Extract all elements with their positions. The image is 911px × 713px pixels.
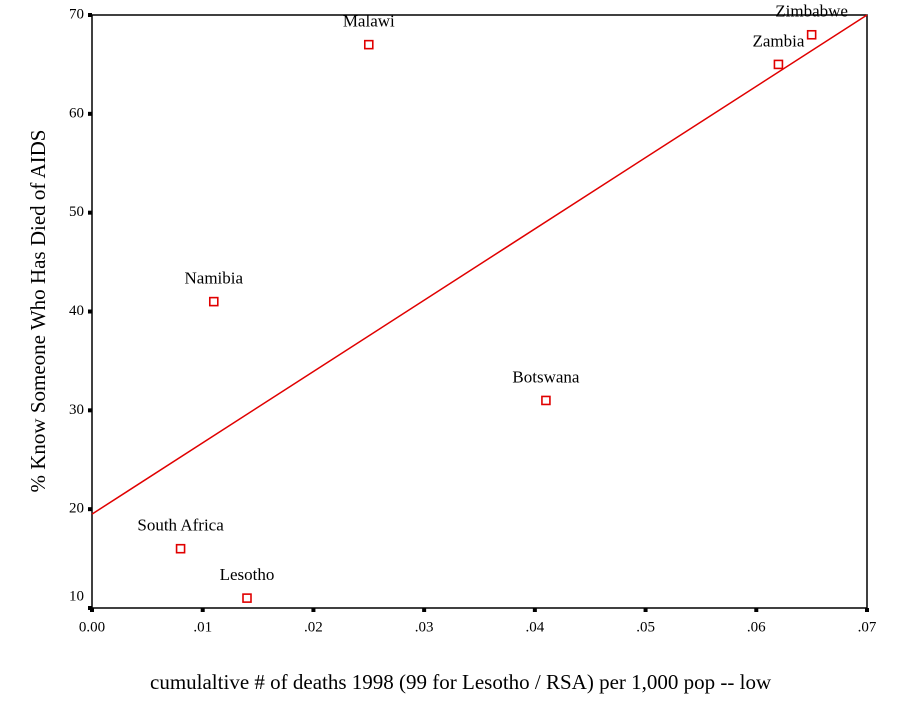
point-label: Lesotho [220,565,275,584]
trend-line [91,14,868,515]
x-tick-label: .01 [193,619,212,635]
x-tick-label: .03 [415,619,434,635]
y-tick-label: 60 [69,105,84,121]
point [773,59,784,70]
point [208,296,219,307]
point [806,29,817,40]
x-tick-label: 0.00 [79,619,105,635]
point [541,395,551,406]
point-label: Zambia [752,31,804,50]
point-label: Namibia [185,269,244,288]
x-axis-title: cumulaltive # of deaths 1998 (99 for Les… [150,670,772,694]
x-tick-label: .04 [525,619,544,635]
y-tick-label: 70 [69,6,84,22]
point-label: Zimbabwe [775,2,848,21]
x-tick-label: .07 [858,619,877,635]
point [242,593,252,603]
point-label: Botswana [512,367,580,386]
y-tick-label: 30 [69,402,84,418]
y-axis-title: % Know Someone Who Has Died of AIDS [26,130,50,493]
y-tick-label: 10 [69,588,84,604]
point-label: Malawi [343,12,395,31]
y-tick-label: 40 [69,303,84,319]
point-label: South Africa [137,516,224,535]
y-tick-label: 20 [69,501,84,517]
x-tick-label: .02 [304,619,323,635]
y-tick-label: 50 [69,204,84,220]
point [363,39,374,50]
point [175,543,186,554]
x-tick-label: .06 [747,619,766,635]
x-tick-label: .05 [636,619,655,635]
